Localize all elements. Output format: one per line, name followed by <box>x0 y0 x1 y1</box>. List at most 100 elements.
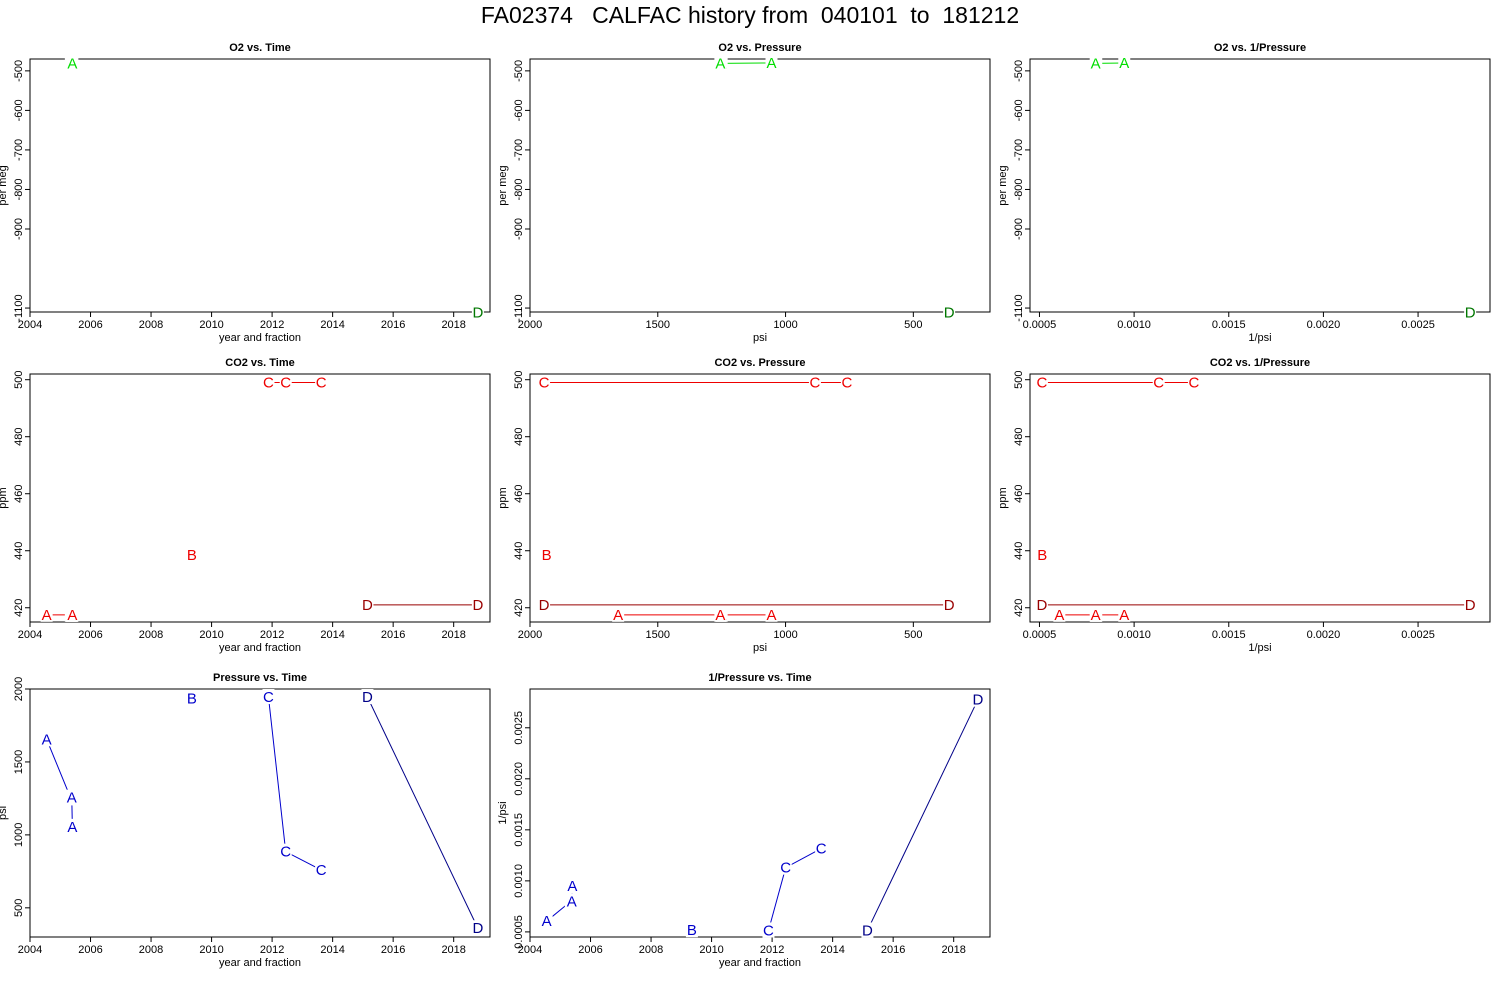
plot-title: CO2 vs. Time <box>225 357 295 369</box>
x-tick-label: 2016 <box>381 319 405 331</box>
marker-bg <box>315 861 328 877</box>
plot-o2-invpressure: O2 vs. 1/Pressure 0.0005 0.0010 0.0015 0.002… <box>997 42 1491 344</box>
marker-bg <box>765 606 778 622</box>
data-point-A: A <box>715 55 725 72</box>
data-point-D: D <box>472 920 483 937</box>
x-axis-label: 1/psi <box>1248 332 1271 344</box>
x-tick-label: 2014 <box>320 629 344 641</box>
y-tick-label: 0.0025 <box>513 711 525 745</box>
marker-bg <box>1187 374 1200 390</box>
data-point-D: D <box>472 304 483 321</box>
plot-frame <box>529 688 991 938</box>
plot-frame <box>1029 373 1491 623</box>
marker-bg <box>1053 606 1066 622</box>
marker-bg <box>361 596 374 612</box>
plot-title: O2 vs. Time <box>229 42 291 54</box>
data-point-A: A <box>67 790 77 807</box>
data-point-A: A <box>1091 55 1101 72</box>
y-tick-label: 0.0005 <box>513 915 525 949</box>
y-tick-label: -600 <box>513 99 525 121</box>
data-point-D: D <box>972 692 983 709</box>
series-line-C <box>767 848 822 931</box>
y-tick-label: 460 <box>13 485 25 503</box>
x-tick-label: 2012 <box>760 944 784 956</box>
plot-title: CO2 vs. Pressure <box>714 357 805 369</box>
data-point-A: A <box>766 607 776 624</box>
data-point-C: C <box>810 375 821 392</box>
marker-bg <box>262 689 275 705</box>
series-line-C <box>267 696 322 871</box>
marker-bg <box>538 596 551 612</box>
data-point-A: A <box>613 607 623 624</box>
x-tick-label: 0.0025 <box>1401 319 1435 331</box>
x-tick-label: 0.0020 <box>1307 629 1341 641</box>
data-point-A: A <box>766 55 776 72</box>
x-tick-label: 0.0015 <box>1212 319 1246 331</box>
marker-bg <box>185 547 198 563</box>
x-tick-label: 0.0020 <box>1307 319 1341 331</box>
x-tick-label: 2012 <box>260 944 284 956</box>
y-tick-label: 440 <box>1013 542 1025 560</box>
x-axis-label: psi <box>753 332 767 344</box>
y-tick-label: -700 <box>513 139 525 161</box>
data-point-C: C <box>280 844 291 861</box>
marker-bg <box>566 878 579 894</box>
y-tick-label: -800 <box>513 178 525 200</box>
data-point-C: C <box>1037 375 1048 392</box>
plot-co2-time: CO2 vs. Time 2004 2006 2008 2010 2012 2014 2016… <box>0 357 491 654</box>
marker-bg <box>40 606 53 622</box>
x-tick-label: 2010 <box>699 944 723 956</box>
x-tick-label: 1000 <box>773 319 797 331</box>
x-tick-label: 0.0025 <box>1401 629 1435 641</box>
marker-bg <box>361 689 374 705</box>
marker-bg <box>471 304 484 320</box>
y-axis-label: ppm <box>0 487 9 508</box>
marker-bg <box>65 789 78 805</box>
marker-bg <box>943 304 956 320</box>
x-tick-label: 2000 <box>518 629 542 641</box>
marker-bg <box>66 606 79 622</box>
y-axis-label: per meg <box>0 165 9 205</box>
y-tick-label: 480 <box>13 428 25 446</box>
marker-bg <box>714 55 727 71</box>
marker-bg <box>565 893 578 909</box>
marker-bg <box>538 374 551 390</box>
data-point-A: A <box>1119 607 1129 624</box>
marker-bg <box>40 731 53 747</box>
data-point-A: A <box>67 56 77 73</box>
y-axis-label: psi <box>0 806 9 820</box>
plot-frame <box>1029 58 1491 313</box>
plot-frame <box>29 373 491 623</box>
y-axis-label: 1/psi <box>497 801 509 824</box>
data-point-C: C <box>841 375 852 392</box>
plot-title: Pressure vs. Time <box>213 672 307 684</box>
data-point-C: C <box>316 862 327 879</box>
y-tick-label: 420 <box>1013 599 1025 617</box>
data-point-D: D <box>862 922 873 939</box>
data-point-A: A <box>42 731 52 748</box>
x-tick-label: 2016 <box>881 944 905 956</box>
data-point-A: A <box>67 819 77 836</box>
y-tick-label: -700 <box>13 139 25 161</box>
marker-bg <box>1089 55 1102 71</box>
x-axis-label: year and fraction <box>219 642 301 654</box>
marker-bg <box>1152 374 1165 390</box>
x-tick-label: 2010 <box>199 629 223 641</box>
data-point-A: A <box>567 878 577 895</box>
x-tick-label: 2008 <box>139 944 163 956</box>
data-point-A: A <box>1091 607 1101 624</box>
data-point-C: C <box>263 375 274 392</box>
marker-bg <box>861 922 874 938</box>
marker-bg <box>612 606 625 622</box>
data-point-A: A <box>1054 607 1064 624</box>
y-tick-label: 0.0015 <box>513 813 525 847</box>
x-tick-label: 2016 <box>381 629 405 641</box>
series-line-D <box>866 699 979 931</box>
data-point-C: C <box>780 860 791 877</box>
marker-bg <box>1118 54 1131 70</box>
y-tick-label: 0.0020 <box>513 762 525 796</box>
x-tick-label: 2018 <box>441 319 465 331</box>
y-tick-label: 500 <box>513 371 525 389</box>
x-tick-label: 1000 <box>773 629 797 641</box>
marker-bg <box>1464 304 1477 320</box>
